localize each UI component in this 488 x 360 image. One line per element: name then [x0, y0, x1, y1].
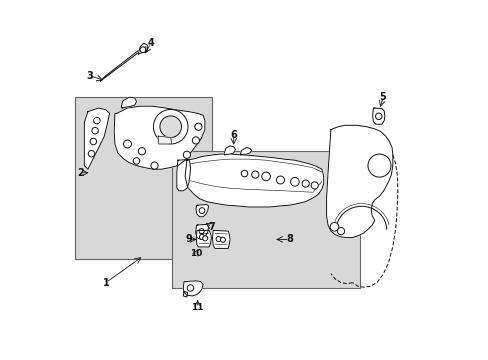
Polygon shape: [240, 148, 251, 155]
Circle shape: [329, 222, 338, 231]
Polygon shape: [372, 108, 384, 124]
Circle shape: [153, 109, 187, 144]
Circle shape: [194, 123, 202, 130]
Text: 11: 11: [191, 303, 203, 312]
Circle shape: [261, 172, 270, 181]
Circle shape: [88, 150, 95, 157]
Text: 3: 3: [86, 71, 93, 81]
Circle shape: [92, 127, 98, 134]
Circle shape: [123, 140, 131, 148]
Text: 2: 2: [77, 168, 84, 178]
Circle shape: [203, 236, 207, 241]
Polygon shape: [183, 281, 203, 296]
Polygon shape: [114, 106, 204, 169]
Polygon shape: [195, 224, 208, 239]
Circle shape: [133, 158, 140, 164]
Circle shape: [192, 137, 199, 144]
Circle shape: [183, 151, 190, 158]
Polygon shape: [326, 125, 392, 238]
Circle shape: [251, 171, 258, 178]
Circle shape: [138, 148, 145, 155]
Text: 4: 4: [147, 38, 154, 48]
Circle shape: [199, 234, 204, 239]
Circle shape: [151, 162, 158, 169]
Bar: [172, 151, 359, 288]
Circle shape: [94, 117, 100, 124]
Circle shape: [310, 182, 318, 189]
Circle shape: [140, 47, 145, 53]
Text: 9: 9: [185, 234, 192, 244]
Text: 5: 5: [379, 92, 386, 102]
Circle shape: [290, 177, 299, 186]
Polygon shape: [196, 204, 208, 217]
Text: 10: 10: [189, 249, 202, 258]
Circle shape: [302, 180, 309, 187]
Circle shape: [375, 113, 381, 120]
Circle shape: [160, 116, 181, 138]
Circle shape: [199, 229, 204, 234]
Circle shape: [367, 154, 390, 177]
Circle shape: [216, 237, 221, 242]
Polygon shape: [196, 230, 211, 247]
Polygon shape: [183, 292, 187, 297]
Polygon shape: [138, 43, 147, 54]
Circle shape: [187, 285, 193, 291]
Circle shape: [199, 208, 204, 213]
Polygon shape: [212, 230, 230, 248]
Polygon shape: [158, 136, 171, 144]
Polygon shape: [101, 45, 145, 81]
Text: 1: 1: [102, 278, 109, 288]
Circle shape: [90, 138, 96, 145]
Circle shape: [276, 176, 284, 184]
Polygon shape: [185, 154, 323, 207]
Circle shape: [220, 237, 225, 242]
Text: 6: 6: [230, 130, 237, 140]
Polygon shape: [121, 97, 136, 108]
Circle shape: [337, 228, 344, 235]
Circle shape: [241, 170, 247, 177]
Bar: [75, 97, 212, 259]
Polygon shape: [84, 108, 109, 169]
Text: 8: 8: [285, 234, 292, 244]
Text: 7: 7: [208, 222, 215, 232]
Polygon shape: [177, 159, 190, 191]
Polygon shape: [224, 146, 235, 155]
